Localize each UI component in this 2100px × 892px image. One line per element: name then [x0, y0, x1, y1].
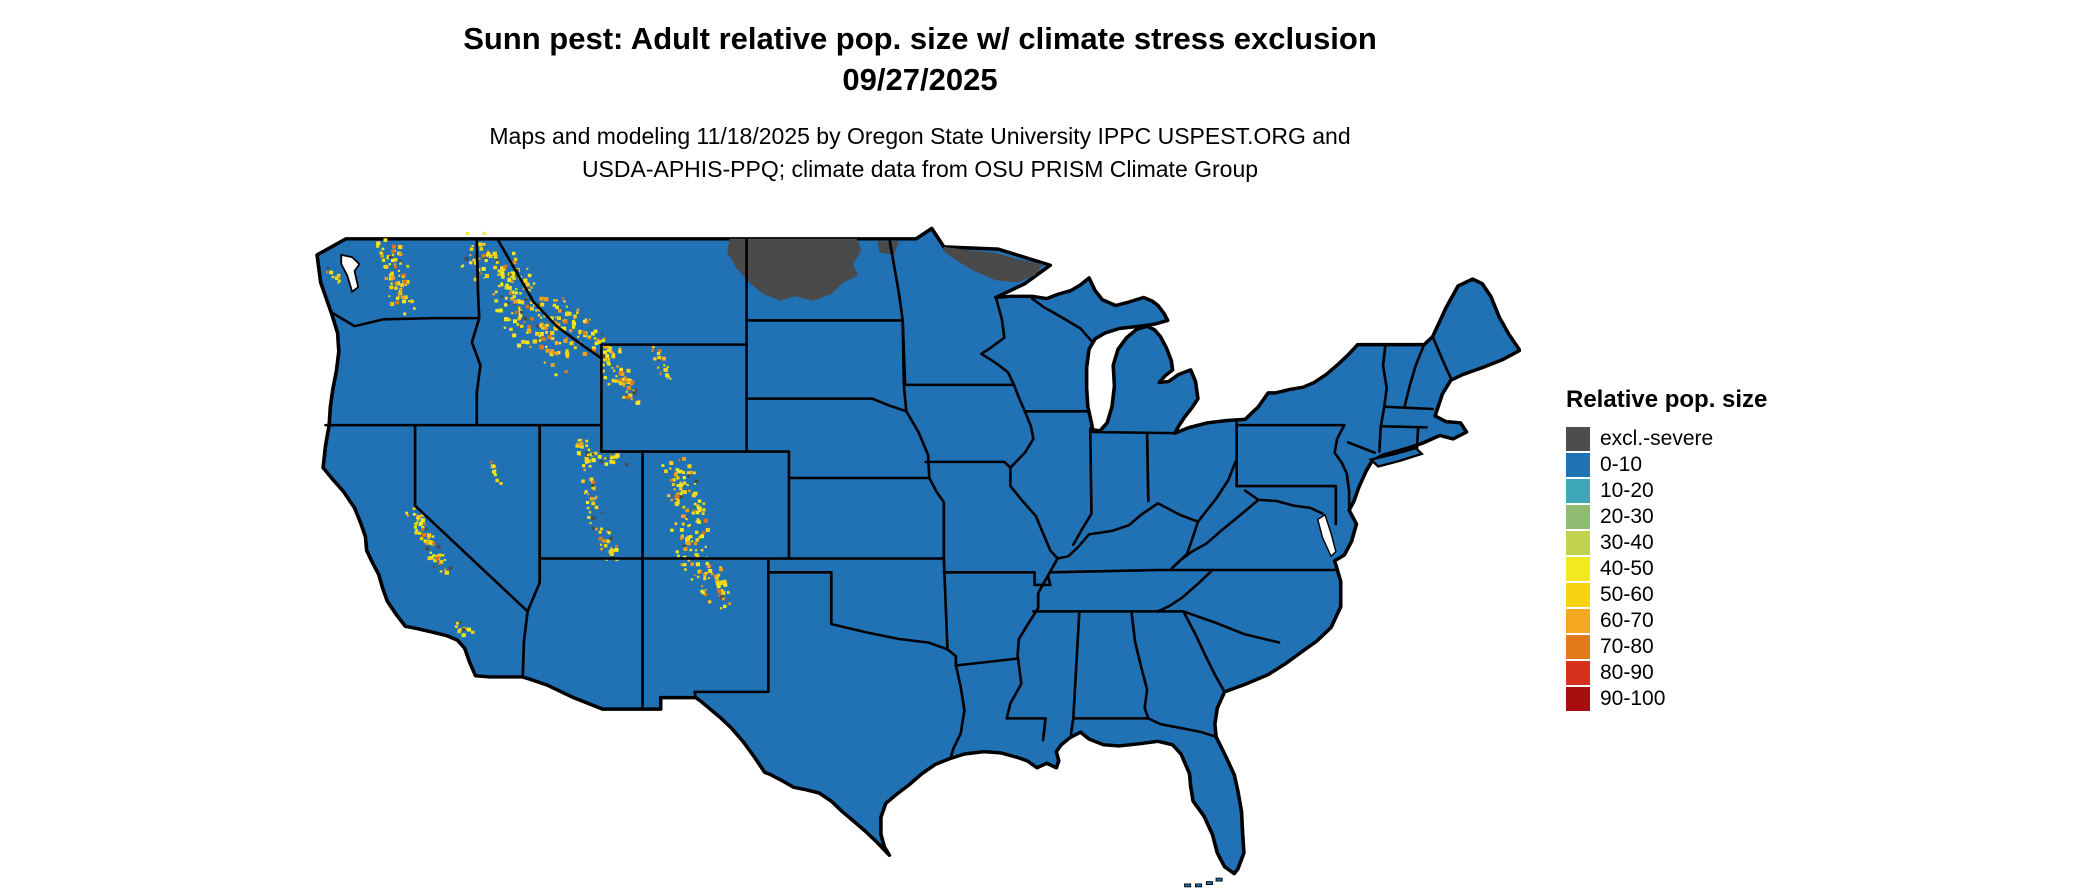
chesapeake-bay — [1316, 513, 1337, 558]
legend-entries: excl.-severe 0-10 10-20 20-30 30-40 40-50 50-6… — [1566, 427, 1767, 711]
legend-entry: excl.-severe — [1566, 427, 1767, 451]
legend-entry: 40-50 — [1566, 557, 1767, 581]
legend-entry-label: 40-50 — [1600, 557, 1654, 580]
legend-swatch — [1566, 427, 1590, 451]
legend-swatch — [1566, 479, 1590, 503]
state-borders — [324, 237, 1453, 758]
legend-entry-label: 0-10 — [1600, 453, 1643, 476]
legend-entry: 50-60 — [1566, 583, 1767, 607]
legend-swatch — [1566, 687, 1590, 711]
legend-swatch — [1566, 583, 1590, 607]
legend-swatch — [1566, 505, 1590, 529]
pop-speckles — [326, 231, 732, 638]
map-title: Sunn pest: Adult relative pop. size w/ c… — [463, 21, 1377, 56]
legend-entry: 60-70 — [1566, 609, 1767, 633]
legend-entry-label: excl.-severe — [1600, 427, 1714, 450]
legend-entry: 20-30 — [1566, 505, 1767, 529]
long-island — [1368, 446, 1425, 468]
legend-entry: 0-10 — [1566, 453, 1767, 477]
legend-entry: 30-40 — [1566, 531, 1767, 555]
map-subtitle-line1: Maps and modeling 11/18/2025 by Oregon S… — [489, 123, 1351, 149]
legend-swatch — [1566, 609, 1590, 633]
figure-header: Sunn pest: Adult relative pop. size w/ c… — [0, 18, 1840, 186]
map-subtitle-line2: USDA-APHIS-PPQ; climate data from OSU PR… — [581, 156, 1259, 182]
legend-swatch — [1566, 557, 1590, 581]
legend-entry-label: 20-30 — [1600, 505, 1654, 528]
legend-entry-label: 60-70 — [1600, 609, 1654, 632]
legend-swatch — [1566, 635, 1590, 659]
florida-keys — [1184, 877, 1223, 888]
us-map — [315, 226, 1521, 888]
legend-entry-label: 70-80 — [1600, 635, 1654, 658]
map-area — [311, 225, 1521, 892]
legend-title: Relative pop. size — [1566, 386, 1768, 413]
legend-swatch — [1566, 661, 1590, 685]
legend-entry-label: 50-60 — [1600, 583, 1654, 606]
legend-entry-label: 30-40 — [1600, 531, 1654, 554]
legend-entry: 90-100 — [1566, 687, 1767, 711]
map-subtitle: Maps and modeling 11/18/2025 by Oregon S… — [0, 120, 1840, 186]
legend-entry: 80-90 — [1566, 661, 1767, 685]
puget-sound — [340, 253, 361, 294]
legend-entry-label: 10-20 — [1600, 479, 1654, 502]
legend-entry-label: 90-100 — [1600, 687, 1666, 710]
us-landmass — [315, 226, 1521, 876]
map-title-date: 09/27/2025 — [842, 62, 998, 97]
excluded-severe-region — [727, 238, 1044, 301]
legend-entry: 10-20 — [1566, 479, 1767, 503]
legend-entry-label: 80-90 — [1600, 661, 1654, 684]
legend: Relative pop. size excl.-severe 0-10 10-20… — [1566, 386, 1767, 713]
legend-swatch — [1566, 531, 1590, 555]
legend-swatch — [1566, 453, 1590, 477]
legend-entry: 70-80 — [1566, 635, 1767, 659]
